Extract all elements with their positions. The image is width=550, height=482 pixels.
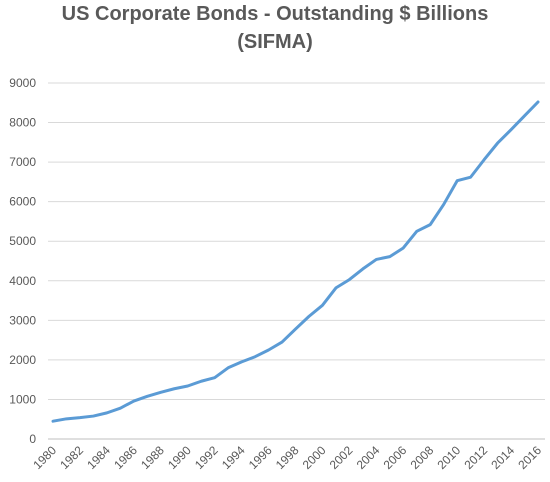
y-tick-label: 2000 xyxy=(9,353,36,367)
data-point xyxy=(496,142,499,145)
y-tick-label: 8000 xyxy=(9,116,36,130)
data-point xyxy=(173,387,176,390)
x-tick-label: 1998 xyxy=(273,443,302,472)
data-point xyxy=(213,376,216,379)
x-tick-label: 1982 xyxy=(57,443,86,472)
x-tick-label: 1988 xyxy=(138,443,167,472)
x-tick-label: 2016 xyxy=(515,443,544,472)
data-point xyxy=(146,395,149,398)
x-tick-label: 2008 xyxy=(408,443,437,472)
data-point xyxy=(415,230,418,233)
x-tick-label: 1994 xyxy=(219,443,248,472)
series-line xyxy=(51,100,540,423)
y-tick-label: 4000 xyxy=(9,274,36,288)
x-tick-label: 1990 xyxy=(165,443,194,472)
x-tick-label: 1986 xyxy=(111,443,140,472)
data-point xyxy=(307,315,310,318)
x-tick-label: 2012 xyxy=(461,443,490,472)
x-tick-label: 1992 xyxy=(192,443,221,472)
data-point xyxy=(402,246,405,249)
data-point xyxy=(483,158,486,161)
data-point xyxy=(119,407,122,410)
data-point xyxy=(361,267,364,270)
data-point xyxy=(227,366,230,369)
data-point xyxy=(388,255,391,258)
data-point xyxy=(334,286,337,289)
data-point xyxy=(510,128,513,131)
y-tick-label: 3000 xyxy=(9,313,36,327)
y-tick-label: 7000 xyxy=(9,155,36,169)
y-tick-label: 0 xyxy=(29,432,36,446)
data-point xyxy=(92,415,95,418)
data-point xyxy=(267,349,270,352)
x-tick-label: 2006 xyxy=(381,443,410,472)
data-point xyxy=(537,100,540,103)
data-point xyxy=(429,223,432,226)
x-tick-label: 2000 xyxy=(300,443,329,472)
data-point xyxy=(321,304,324,307)
y-tick-label: 5000 xyxy=(9,234,36,248)
data-point xyxy=(375,258,378,261)
y-tick-label: 6000 xyxy=(9,195,36,209)
x-tick-label: 2004 xyxy=(354,443,383,472)
data-point xyxy=(240,360,243,363)
data-point xyxy=(105,411,108,414)
data-point xyxy=(523,114,526,117)
x-tick-label: 2014 xyxy=(488,443,517,472)
data-point xyxy=(469,176,472,179)
data-point xyxy=(200,380,203,383)
data-point xyxy=(78,416,81,419)
data-point xyxy=(159,391,162,394)
x-tick-label: 1996 xyxy=(246,443,275,472)
data-point xyxy=(456,179,459,182)
x-tick-label: 2010 xyxy=(435,443,464,472)
chart-title: US Corporate Bonds - Outstanding $ Billi… xyxy=(61,3,489,25)
data-point xyxy=(348,278,351,281)
data-point xyxy=(281,341,284,344)
x-tick-label: 1984 xyxy=(84,443,113,472)
data-point xyxy=(442,203,445,206)
data-point xyxy=(132,400,135,403)
data-point xyxy=(254,355,257,358)
data-point xyxy=(65,417,68,420)
y-tick-label: 9000 xyxy=(9,76,36,90)
chart-subtitle: (SIFMA) xyxy=(237,31,313,53)
data-point xyxy=(52,420,55,423)
data-point xyxy=(186,385,189,388)
x-tick-label: 1980 xyxy=(30,443,59,472)
x-tick-label: 2002 xyxy=(327,443,356,472)
data-point xyxy=(294,328,297,331)
y-tick-label: 1000 xyxy=(9,392,36,406)
